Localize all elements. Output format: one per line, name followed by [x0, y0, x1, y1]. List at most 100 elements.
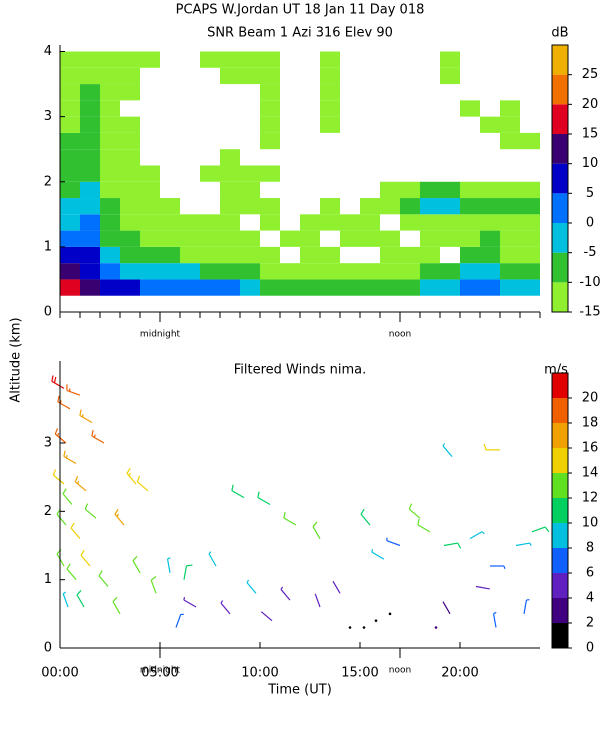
heat-cell — [120, 149, 140, 166]
heat-cell — [100, 84, 120, 101]
heat-cell — [400, 198, 420, 215]
heat-cell — [500, 116, 520, 133]
wind-barb — [66, 563, 77, 581]
colorbar-swatch — [552, 134, 568, 164]
wind-barb — [84, 503, 97, 519]
barb-staff — [260, 611, 273, 622]
barb-staff — [443, 542, 458, 547]
heat-cell — [420, 279, 440, 296]
heat-cell — [460, 263, 480, 280]
barb-staff — [66, 389, 81, 396]
wind-barb — [80, 549, 91, 567]
barb-staff — [257, 496, 271, 506]
heat-cell — [220, 149, 240, 166]
annotation: midnight — [140, 330, 181, 340]
wind-barb — [136, 476, 149, 492]
barb-staff — [314, 593, 321, 608]
barb-feather — [529, 542, 532, 546]
barb-feather — [280, 586, 284, 590]
heat-cell — [400, 246, 420, 264]
heat-cell — [60, 84, 80, 101]
barb-feather — [66, 563, 71, 570]
heat-cell — [260, 84, 280, 101]
colorbar-swatch — [552, 598, 568, 623]
colorbar-swatch — [552, 223, 568, 253]
heat-cell — [460, 230, 480, 247]
x-tick-label: 20:00 — [441, 666, 478, 681]
wind-barb — [469, 531, 485, 540]
heat-cell — [240, 279, 260, 296]
heat-cell — [120, 67, 140, 85]
wind-barb — [515, 542, 532, 547]
barb-feather — [62, 591, 66, 595]
heat-cell — [440, 279, 460, 296]
heat-cell — [280, 279, 300, 296]
heat-cell — [500, 246, 520, 264]
heat-cell — [440, 214, 460, 231]
heat-cell — [460, 246, 480, 264]
barb-feather — [63, 450, 66, 457]
wind-barb — [483, 443, 500, 451]
heat-cell — [100, 263, 120, 280]
colorbar-swatch — [552, 473, 568, 498]
barb-feather — [231, 484, 234, 491]
y-tick-label: 1 — [44, 572, 52, 587]
heat-cell — [520, 246, 540, 264]
heat-cell — [220, 246, 240, 264]
heat-cell — [120, 279, 140, 296]
colorbar-tick-label: 10 — [582, 516, 599, 531]
barb-feather — [112, 596, 118, 603]
heat-cell — [260, 214, 280, 231]
heat-cell — [80, 51, 100, 68]
heat-cell — [200, 279, 220, 296]
barb-feather — [186, 564, 193, 567]
heat-cell — [380, 279, 400, 296]
x-axis-label: Time (UT) — [267, 683, 332, 698]
heat-cell — [500, 279, 520, 296]
barb-feather — [132, 555, 138, 562]
barb-staff — [150, 579, 157, 594]
barb-feather — [208, 551, 212, 555]
heat-cell — [380, 198, 400, 215]
barb-feather — [183, 596, 186, 601]
barb-staff — [79, 414, 93, 424]
chart-subtitle: SNR Beam 1 Azi 316 Elev 90 — [207, 26, 393, 41]
wind-barb — [442, 443, 453, 458]
barb-feather — [79, 409, 82, 416]
heat-cell — [340, 279, 360, 296]
wind-barb — [114, 508, 125, 526]
colorbar-tick-label: 14 — [582, 466, 599, 481]
heat-cell — [80, 181, 100, 199]
heat-cell — [360, 198, 380, 215]
heat-cell — [60, 246, 80, 264]
barb-feather — [51, 375, 54, 382]
barb-staff — [220, 602, 231, 615]
heat-cell — [160, 279, 180, 296]
heat-cell — [80, 149, 100, 166]
wind-barb — [132, 555, 141, 574]
heat-cell — [520, 198, 540, 215]
wind-barb — [98, 570, 109, 587]
wind-barb — [388, 612, 392, 616]
heat-cell — [200, 214, 220, 231]
barb-feather — [220, 600, 224, 604]
heat-cell — [60, 214, 80, 231]
barb-staff — [523, 599, 528, 614]
barb-staff — [231, 490, 245, 499]
barb-feather — [167, 557, 171, 560]
heat-cell — [240, 51, 260, 68]
heat-cell — [60, 51, 80, 68]
barb-feather — [136, 476, 141, 483]
heat-cell — [140, 263, 160, 280]
heat-cell — [480, 198, 500, 215]
heat-cell — [480, 263, 500, 280]
heat-cell — [400, 181, 420, 199]
wind-barb — [183, 596, 197, 608]
heat-cell — [220, 67, 240, 85]
heat-cell — [220, 198, 240, 215]
y-tick-label: 3 — [44, 436, 52, 451]
heat-cell — [100, 198, 120, 215]
heat-cell — [120, 132, 140, 150]
barb-feather — [150, 576, 157, 581]
wind-barb — [523, 599, 530, 614]
